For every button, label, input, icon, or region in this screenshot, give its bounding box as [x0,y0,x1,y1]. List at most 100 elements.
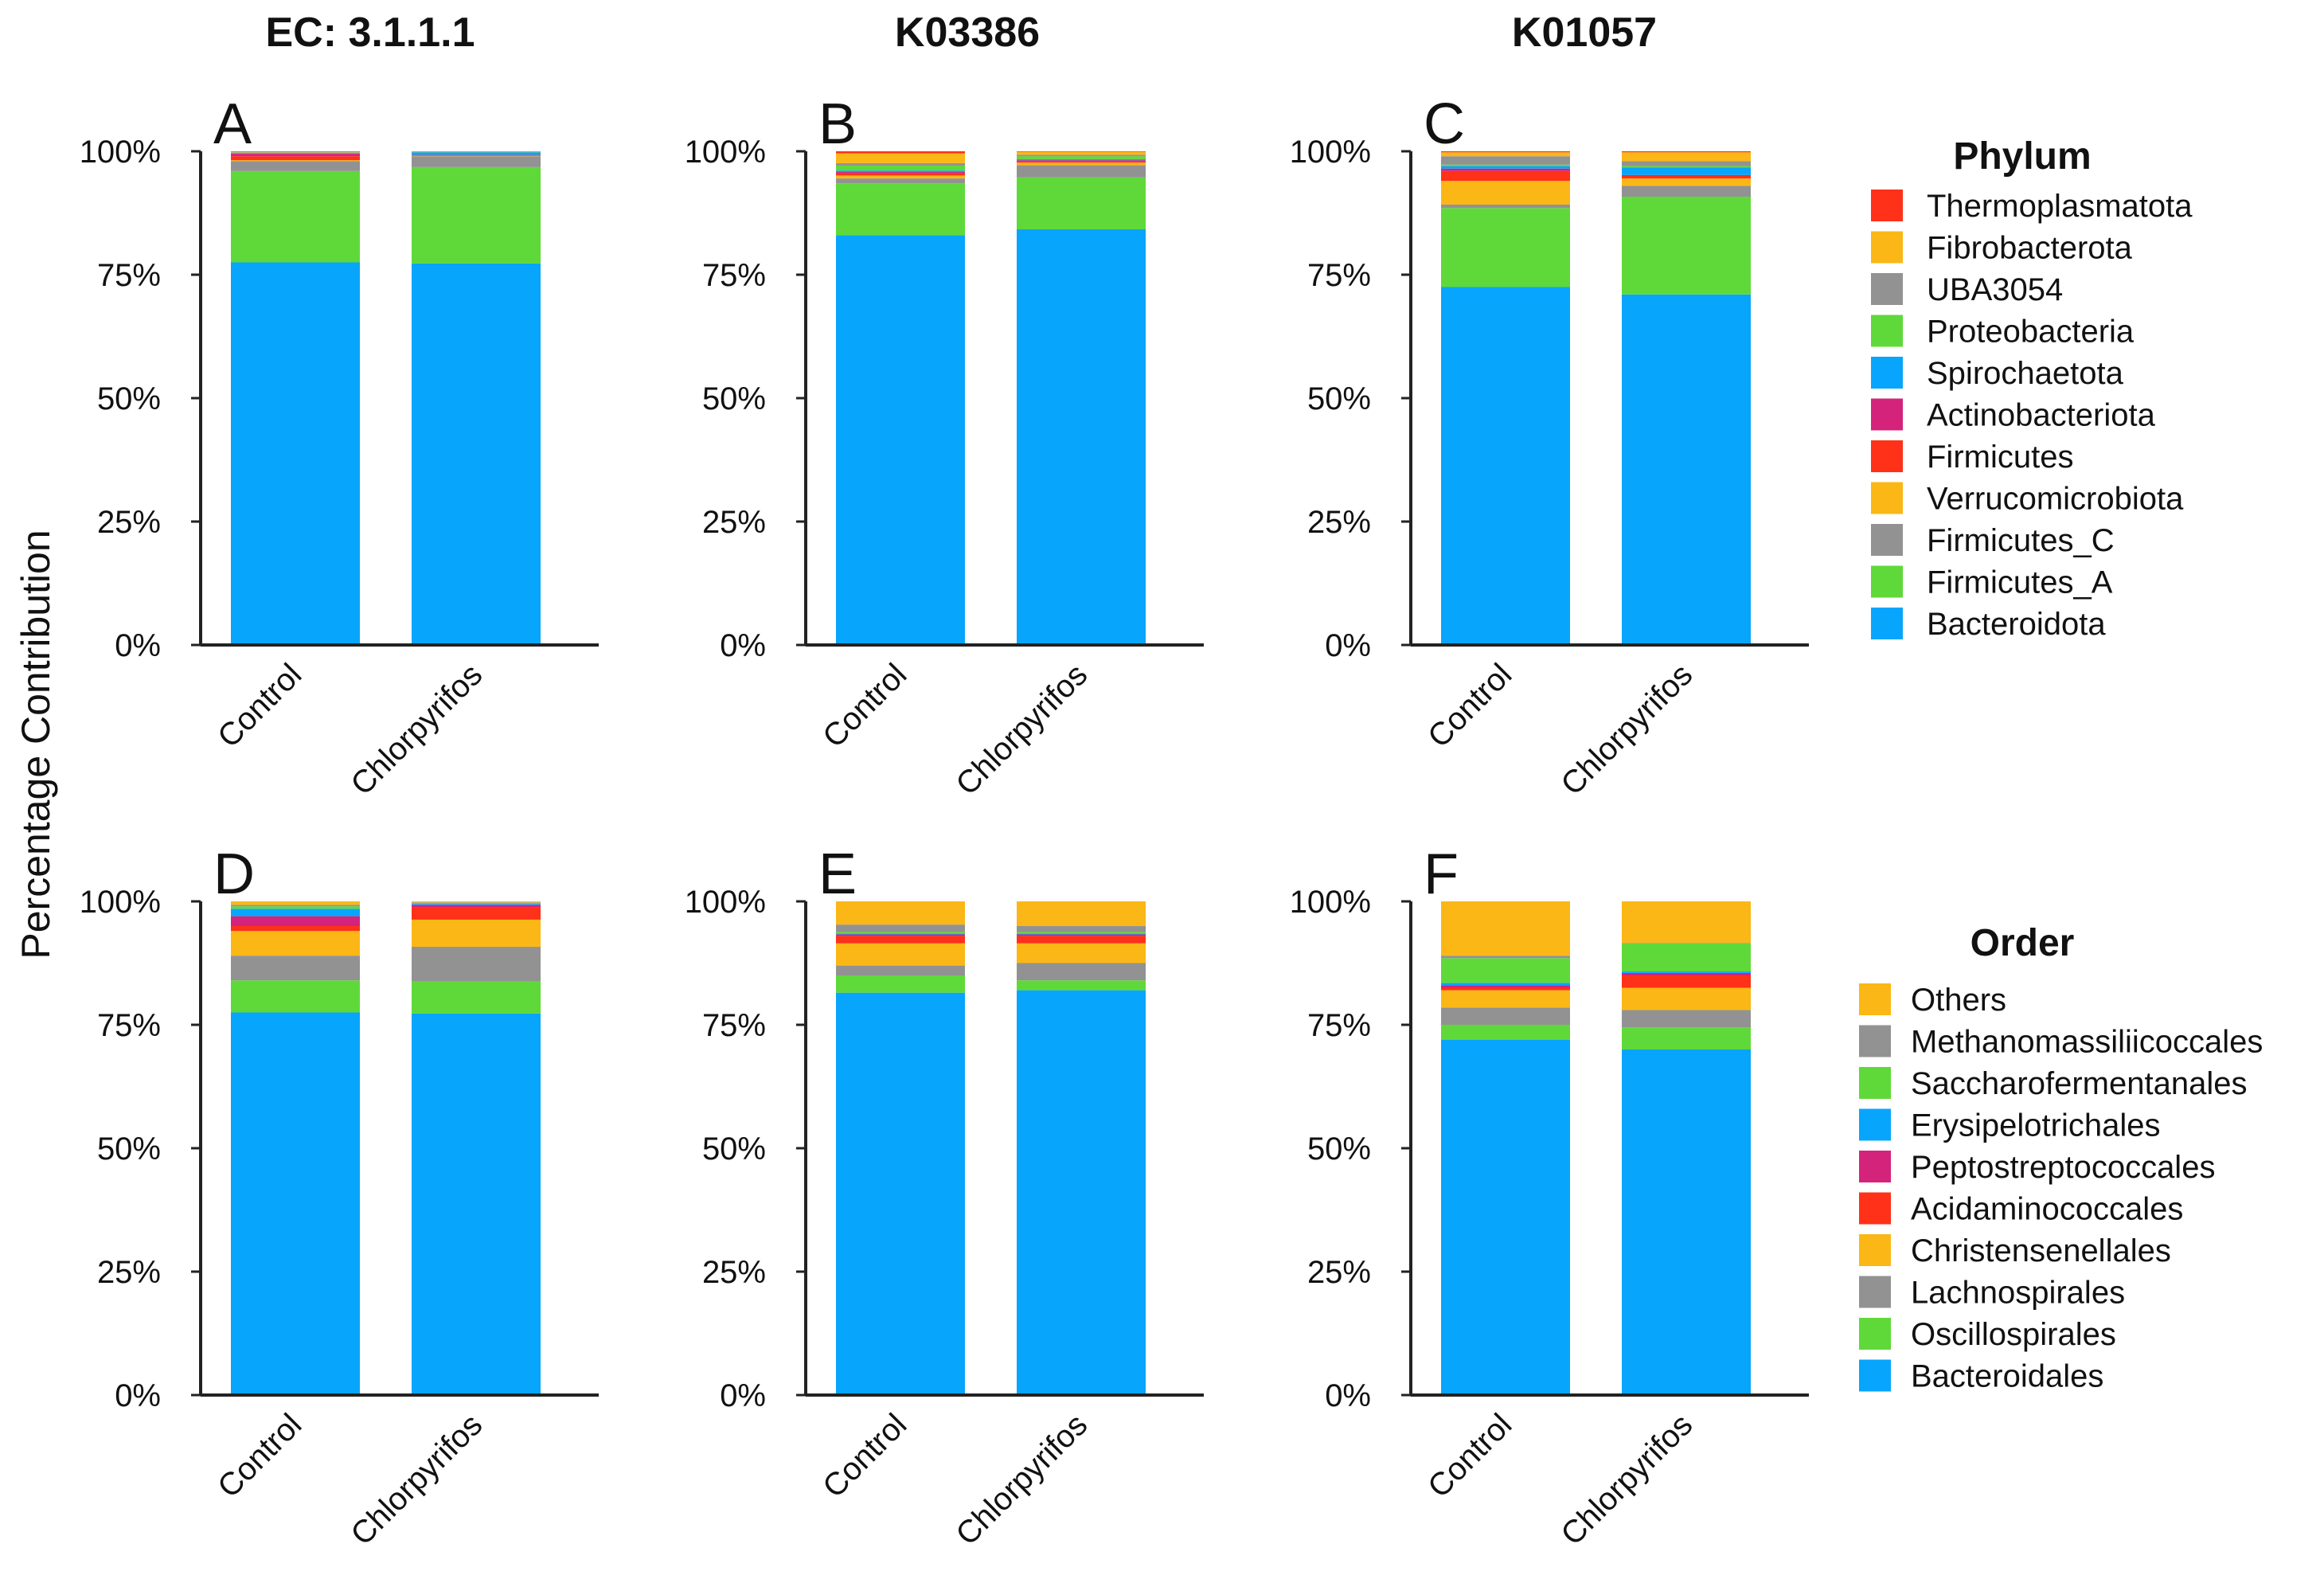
legend-label: Christensenellales [1911,1233,2171,1268]
y-tick-label: 0% [115,1378,161,1413]
bar-segment-proteobacteria [1622,166,1751,168]
bar-segment-verrucomicrobiota [231,160,360,162]
legend-swatch [1871,190,1903,221]
legend-swatch [1859,983,1891,1015]
bar-segment-others [1622,901,1751,944]
bar-segment-others [231,901,360,905]
legend-label: Fibrobacterota [1927,231,2133,266]
bar-segment-spirochaetota [1622,167,1751,175]
bar-segment-firmicutes [1441,170,1570,182]
y-tick-label: 0% [1325,628,1371,663]
bar-segment-methanomassiliicoccales [1017,926,1146,932]
bar-segment-erysipelotrichales [1622,971,1751,973]
bar-segment-bacteroidales [1441,1039,1570,1395]
bar-segment-firmicutes-a [1017,177,1146,229]
bar-segment-others [412,901,541,903]
legend-label: UBA3054 [1927,272,2063,307]
bar-segment-christensenellales [231,931,360,956]
panel-e: E 0% 25% 50% 75% 100% Control Chlorpyrifos [685,842,1204,1552]
bar-segment-actinobacteriota [1622,174,1751,176]
legend-label: Others [1911,983,2006,1018]
legend-title: Order [1971,922,2075,964]
y-tick-label: 25% [97,505,161,540]
bar-segment-peptostreptococcales [231,916,360,926]
bar-segment-saccharofermentanales [412,902,541,905]
bar-segment-bacteroidota [231,262,360,645]
bar-segment-peptostreptococcales [1622,972,1751,975]
bar-segment-others [1017,901,1146,926]
x-tick-label: Chlorpyrifos [344,657,489,802]
bar-segment-christensenellales [412,919,541,948]
y-tick-label: 25% [702,1255,766,1290]
y-tick-label: 50% [1307,381,1371,416]
legend-label: Spirochaetota [1927,356,2124,391]
bar-segment-acidaminococcales [1441,987,1570,991]
bar-segment-firmicutes [1622,176,1751,179]
bar-segment-erysipelotrichales [836,933,965,935]
bar-segment-uba3054 [231,152,360,153]
legend-label: Saccharofermentanales [1911,1066,2247,1101]
bar-segment-verrucomicrobiota [1017,162,1146,166]
bar-segment-fibrobacterota [836,153,965,163]
legend-swatch [1871,440,1903,472]
x-tick-label: Chlorpyrifos [949,657,1094,802]
bar-segment-proteobacteria [1017,156,1146,159]
bar-segment-fibrobacterota [231,151,360,153]
legend-swatch [1871,273,1903,305]
y-tick-label: 75% [1307,1008,1371,1043]
bar-segment-oscillospirales [1017,980,1146,991]
bar-segment-saccharofermentanales [836,932,965,934]
bar-segment-christensenellales [1622,987,1751,1010]
legend-swatch [1859,1067,1891,1099]
column-title-1: EC: 3.1.1.1 [265,10,475,56]
bar-segment-fibrobacterota [1441,152,1570,157]
bar-segment-bacteroidales [412,1013,541,1395]
bar-segment-methanomassiliicoccales [231,905,360,907]
legend-swatch [1859,1151,1891,1182]
bar-segment-firmicutes-c [231,161,360,171]
bar-segment-firmicutes-c [1017,165,1146,178]
legend-swatch [1859,1276,1891,1308]
legend-label: Bacteroidota [1927,607,2106,642]
legend-label: Lachnospirales [1911,1276,2125,1311]
y-tick-label: 75% [702,1008,766,1043]
bar-segment-thermoplasmatota [231,151,360,152]
bar-segment-bacteroidales [836,992,965,1395]
bar-segment-saccharofermentanales [1441,958,1570,983]
bar-segment-uba3054 [412,151,541,152]
bar-segment-firmicutes [836,173,965,176]
bar-segment-saccharofermentanales [1622,943,1751,972]
bar-segment-methanomassiliicoccales [836,924,965,932]
y-tick-label: 25% [1307,505,1371,540]
legend-swatch [1871,231,1903,264]
column-title-3: K01057 [1512,10,1657,56]
panel-b: B 0% 25% 50% 75% 100% Control Chlorpyrifos [685,92,1204,802]
y-tick-label: 75% [97,258,161,293]
y-tick-label: 0% [720,628,766,663]
legend-label: Erysipelotrichales [1911,1108,2160,1143]
bar-segment-oscillospirales [1622,1027,1751,1049]
legend-order: Order Others Methanomassiliicoccales Saccha… [1859,922,2263,1394]
legend-swatch [1859,1108,1891,1141]
bar-segment-peptostreptococcales [1441,985,1570,988]
x-tick-label: Control [1421,1407,1518,1504]
panel-letter: D [213,842,255,906]
legend-label: Firmicutes [1927,440,2073,475]
bar-segment-fibrobacterota [1017,151,1146,155]
y-tick-label: 100% [80,135,161,170]
bar-segment-bacteroidota [836,235,965,645]
bar-segment-actinobacteriota [412,154,541,155]
bar-segment-others [836,901,965,925]
legend-swatch [1871,398,1903,431]
bar-segment-lachnospirales [1622,1010,1751,1028]
bar-segment-acidaminococcales [1622,975,1751,988]
bar-segment-lachnospirales [1017,963,1146,981]
bar-segment-peptostreptococcales [412,905,541,908]
y-tick-label: 0% [115,628,161,663]
bar-segment-oscillospirales [412,981,541,1014]
bar-segment-bacteroidota [1017,229,1146,646]
legend-swatch [1859,1025,1891,1057]
panel-letter: B [818,92,857,156]
bar-segment-oscillospirales [836,975,965,993]
